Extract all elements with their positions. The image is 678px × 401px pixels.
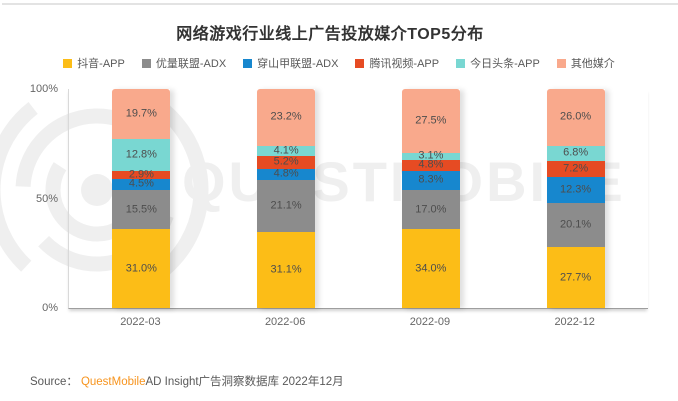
bar-segment: 4.8% — [401, 158, 460, 171]
y-tick-label: 0% — [42, 302, 58, 314]
segment-value-label: 5.2% — [273, 155, 299, 168]
legend-swatch — [456, 58, 466, 68]
segment-value-label: 26.0% — [560, 110, 592, 123]
bar-segment: 34.0% — [401, 229, 460, 308]
legend-label: 优量联盟-ADX — [155, 58, 227, 70]
bar-segment: 8.3% — [401, 170, 460, 191]
segment-value-label: 31.1% — [270, 263, 302, 276]
bar-segment: 20.1% — [546, 203, 605, 248]
source-label: Source： — [30, 376, 78, 388]
bar-segment: 27.7% — [546, 247, 605, 308]
legend-item: 今日头条-APP — [456, 55, 540, 71]
segment-value-label: 12.3% — [560, 183, 592, 196]
legend-label: 今日头条-APP — [470, 58, 540, 70]
bar-group: 27.5% 3.1% 4.8% 8.3% 17.0% 34.0% — [359, 89, 504, 308]
segment-value-label: 4.5% — [128, 177, 154, 190]
x-tick-label: 2022-09 — [409, 316, 451, 328]
legend-item: 抖音-APP — [63, 55, 125, 71]
bar-group: 26.0% 6.8% 7.2% 12.3% 20.1% 27.7% — [503, 89, 648, 308]
segment-value-label: 3.1% — [418, 149, 444, 162]
segment-value-label: 17.0% — [415, 203, 447, 216]
bar-segment: 4.1% — [257, 144, 316, 157]
page-title: 网络游戏行业线上广告投放媒介TOP5分布 — [176, 26, 484, 43]
legend: 抖音-APP 优量联盟-ADX 穿山甲联盟-ADX 腾讯视频-APP 今日头条-APP 其… — [0, 55, 678, 71]
source-suffix: AD Insight广告洞察数据库 2022年12月 — [145, 376, 344, 388]
legend-label: 穿山甲联盟-ADX — [257, 58, 339, 70]
plot-area: 19.7% 12.8% 2.9% 4.5% 15.5% 31.0% 23.2% 4.1% 5.2… — [68, 89, 648, 309]
stacked-bar: 19.7% 12.8% 2.9% 4.5% 15.5% 31.0% — [112, 89, 171, 308]
bar-segment: 21.1% — [257, 180, 316, 232]
source-brand: QuestMobile — [80, 376, 146, 388]
segment-value-label: 15.5% — [125, 203, 157, 216]
legend-label: 其他媒介 — [570, 58, 615, 70]
stacked-bar: 27.5% 3.1% 4.8% 8.3% 17.0% 34.0% — [401, 89, 460, 308]
bar-segment: 19.7% — [112, 89, 171, 139]
segment-value-label: 23.2% — [270, 110, 302, 123]
legend-item: 其他媒介 — [556, 55, 615, 71]
bar-segment: 3.1% — [401, 149, 460, 162]
legend-swatch — [556, 58, 566, 68]
segment-value-label: 4.1% — [273, 144, 299, 157]
stacked-bar: 23.2% 4.1% 5.2% 4.8% 21.1% 31.1% — [257, 89, 316, 308]
segment-value-label: 19.7% — [125, 107, 157, 120]
segment-value-label: 31.0% — [125, 262, 157, 275]
bar-segment: 23.2% — [257, 89, 316, 146]
bar-segment: 17.0% — [401, 190, 460, 230]
bar-segment: 31.0% — [112, 229, 171, 308]
bar-segment: 7.2% — [546, 160, 605, 177]
x-tick-label: 2022-03 — [120, 316, 161, 328]
segment-value-label: 4.8% — [418, 158, 444, 171]
y-tick-label: 100% — [29, 83, 58, 95]
card-top-border — [2, 3, 678, 5]
segment-value-label: 4.8% — [273, 167, 299, 180]
segment-value-label: 8.3% — [418, 173, 444, 186]
bar-segment: 12.8% — [112, 138, 171, 172]
y-tick-label: 50% — [35, 192, 58, 205]
legend-swatch — [243, 58, 253, 68]
segment-value-label: 27.7% — [560, 271, 592, 284]
bar-segment: 4.5% — [112, 177, 171, 191]
segment-value-label: 21.1% — [270, 199, 302, 212]
bar-segment: 15.5% — [112, 190, 171, 230]
segment-value-label: 7.2% — [563, 162, 589, 175]
legend-label: 抖音-APP — [77, 58, 125, 70]
bar-segment: 26.0% — [546, 89, 605, 146]
bar-group: 23.2% 4.1% 5.2% 4.8% 21.1% 31.1% — [214, 89, 359, 308]
x-tick-label: 2022-06 — [264, 316, 306, 328]
x-axis: 2022-03 2022-06 2022-09 2022-12 — [68, 316, 647, 328]
bar-segment: 31.1% — [257, 231, 316, 308]
source-line: Source： QuestMobileAD Insight广告洞察数据库 2022… — [30, 373, 344, 389]
legend-label: 腾讯视频-APP — [369, 58, 440, 70]
stacked-bar: 26.0% 6.8% 7.2% 12.3% 20.1% 27.7% — [546, 89, 605, 308]
bar-group: 19.7% 12.8% 2.9% 4.5% 15.5% 31.0% — [69, 89, 214, 308]
bar-segment: 12.3% — [546, 176, 605, 204]
segment-value-label: 27.5% — [415, 114, 447, 127]
bar-segment: 27.5% — [401, 89, 460, 153]
y-axis: 100% 50% 0% — [0, 83, 68, 314]
legend-item: 优量联盟-ADX — [141, 55, 227, 71]
legend-swatch — [63, 58, 73, 68]
segment-value-label: 20.1% — [560, 218, 592, 231]
segment-value-label: 34.0% — [415, 262, 447, 275]
segment-value-label: 12.8% — [125, 148, 157, 161]
legend-item: 腾讯视频-APP — [355, 55, 439, 71]
legend-swatch — [141, 58, 151, 68]
legend-item: 穿山甲联盟-ADX — [243, 55, 338, 71]
bar-segment: 4.8% — [257, 167, 316, 181]
segment-value-label: 6.8% — [563, 146, 589, 159]
x-tick-label: 2022-12 — [554, 316, 595, 328]
bar-segment: 6.8% — [546, 145, 605, 161]
bar-segment: 5.2% — [257, 155, 316, 169]
legend-swatch — [355, 58, 365, 68]
